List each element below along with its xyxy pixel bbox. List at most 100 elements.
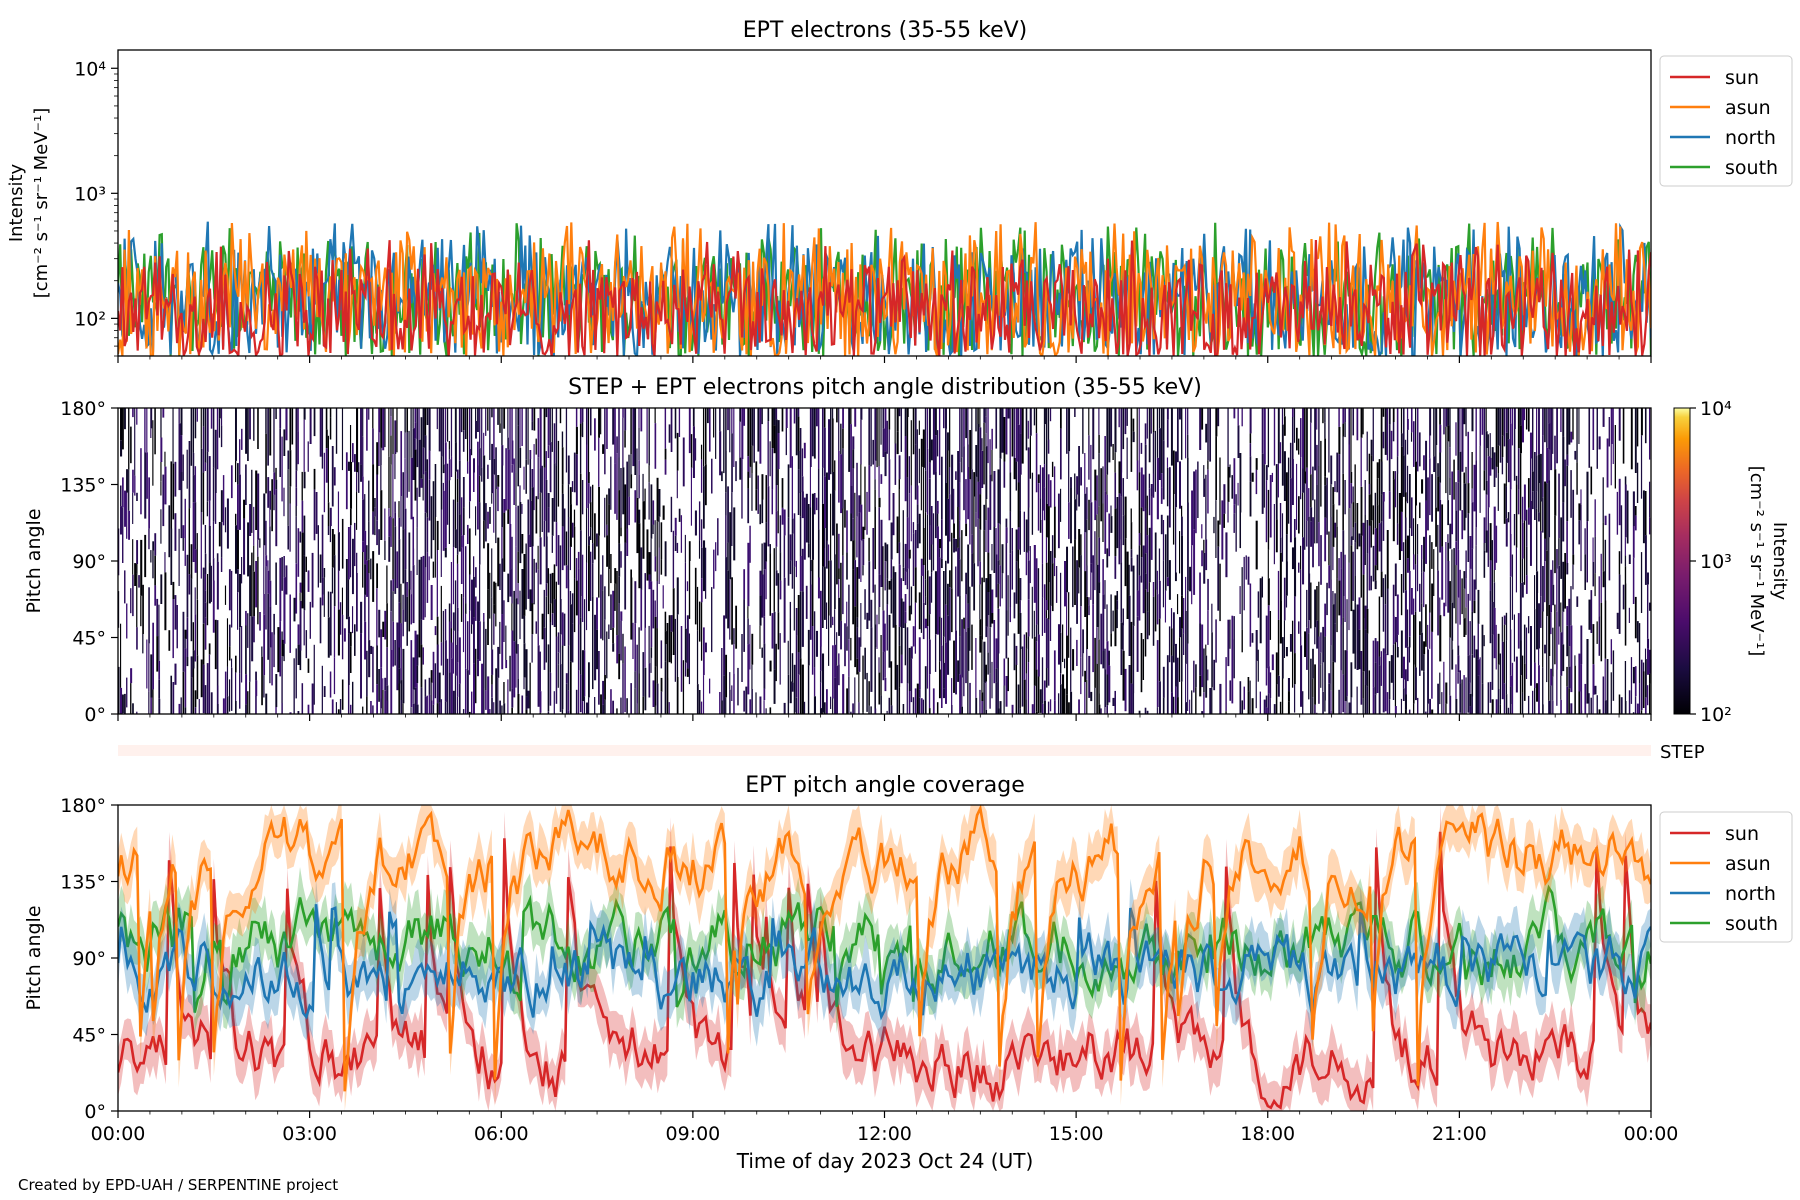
heatmap-cell [1277, 675, 1280, 697]
heatmap-cell [634, 490, 637, 523]
heatmap-cell [959, 520, 961, 538]
heatmap-cell [1150, 496, 1153, 560]
heatmap-cell [1245, 555, 1247, 580]
heatmap-cell [553, 423, 556, 464]
heatmap-cell [821, 653, 825, 713]
heatmap-cell [507, 679, 509, 714]
heatmap-cell [1439, 482, 1441, 500]
heatmap-cell [1082, 653, 1084, 677]
heatmap-cell [1372, 687, 1375, 714]
heatmap-cell [1566, 563, 1569, 575]
heatmap-cell [567, 517, 570, 580]
heatmap-cell [1525, 509, 1528, 547]
heatmap-cell [1423, 641, 1426, 655]
heatmap-cell [1312, 697, 1314, 714]
heatmap-cell [380, 698, 382, 709]
heatmap-cell [1527, 478, 1530, 508]
heatmap-cell [751, 473, 753, 511]
heatmap-cell [356, 552, 358, 573]
heatmap-cell [727, 486, 729, 543]
heatmap-cell [1011, 528, 1013, 551]
heatmap-cell [1538, 408, 1540, 455]
heatmap-cell [1051, 461, 1054, 477]
heatmap-cell [759, 408, 762, 464]
heatmap-cell [624, 408, 627, 431]
heatmap-cell [230, 465, 233, 499]
heatmap-cell [1501, 435, 1504, 458]
heatmap-cell [362, 541, 365, 552]
heatmap-cell [1310, 582, 1312, 629]
heatmap-cell [1497, 633, 1500, 665]
heatmap-cell [1314, 408, 1317, 471]
heatmap-cell [1025, 699, 1027, 714]
heatmap-cell [1217, 408, 1220, 427]
heatmap-cell [1318, 581, 1320, 637]
heatmap-cell [830, 408, 832, 475]
heatmap-cell [1338, 408, 1340, 427]
heatmap-cell [537, 418, 540, 458]
heatmap-cell [1057, 693, 1060, 714]
heatmap-cell [1495, 624, 1497, 670]
heatmap-cell [1612, 408, 1614, 464]
heatmap-cell [1122, 625, 1124, 651]
heatmap-cell [505, 625, 507, 660]
heatmap-cell [594, 697, 596, 714]
heatmap-cell [777, 433, 780, 470]
heatmap-cell [1584, 683, 1587, 714]
heatmap-cell [585, 702, 588, 714]
heatmap-cell [652, 524, 654, 534]
heatmap-cell [456, 478, 459, 503]
heatmap-cell [1271, 654, 1274, 671]
heatmap-cell [735, 605, 738, 649]
heatmap-cell [775, 643, 777, 682]
heatmap-cell [1045, 562, 1048, 600]
heatmap-cell [1554, 469, 1557, 516]
heatmap-cell [491, 548, 493, 598]
heatmap-cell [194, 614, 197, 662]
heatmap-cell [1578, 408, 1580, 444]
heatmap-cell [1449, 408, 1451, 448]
heatmap-cell [690, 467, 692, 526]
heatmap-cell [803, 497, 806, 560]
heatmap-cell [479, 448, 481, 476]
heatmap-cell [299, 531, 302, 543]
heatmap-cell [704, 547, 707, 599]
xtick-label: 09:00 [665, 1123, 720, 1145]
heatmap-cell [951, 705, 953, 714]
heatmap-cell [928, 674, 931, 709]
heatmap-cell [940, 519, 943, 559]
heatmap-cell [918, 697, 921, 714]
heatmap-cell [1124, 538, 1127, 587]
heatmap-cell [1356, 604, 1359, 670]
heatmap-cell [1505, 640, 1508, 695]
heatmap-cell [180, 408, 183, 436]
heatmap-cell [1189, 566, 1192, 592]
heatmap-cell [1193, 660, 1195, 693]
heatmap-cell [1312, 466, 1314, 501]
heatmap-cell [468, 711, 471, 714]
heatmap-cell [648, 574, 651, 590]
heatmap-cell [547, 507, 550, 533]
heatmap-cell [979, 494, 982, 530]
heatmap-cell [1144, 508, 1147, 554]
heatmap-cell [997, 653, 999, 709]
heatmap-cell [440, 585, 442, 643]
heatmap-cell [987, 615, 989, 653]
heatmap-cell [587, 408, 590, 472]
heatmap-cell [333, 555, 336, 607]
heatmap-cell [547, 493, 550, 508]
heatmap-cell [470, 408, 473, 456]
heatmap-cell [688, 561, 691, 619]
heatmap-cell [289, 503, 291, 552]
heatmap-cell [1239, 681, 1242, 714]
heatmap-cell [378, 432, 380, 466]
panel3-x-axis: 00:00 03:00 06:00 09:00 12:00 15:00 18:00 21:00… [91, 1111, 1678, 1145]
heatmap-cell [347, 616, 350, 634]
heatmap-cell [977, 408, 979, 424]
heatmap-cell [636, 703, 638, 714]
heatmap-cell [295, 470, 298, 488]
heatmap-cell [898, 489, 900, 543]
heatmap-cell [1015, 408, 1018, 462]
heatmap-cell [575, 408, 578, 427]
heatmap-cell [1534, 609, 1536, 663]
